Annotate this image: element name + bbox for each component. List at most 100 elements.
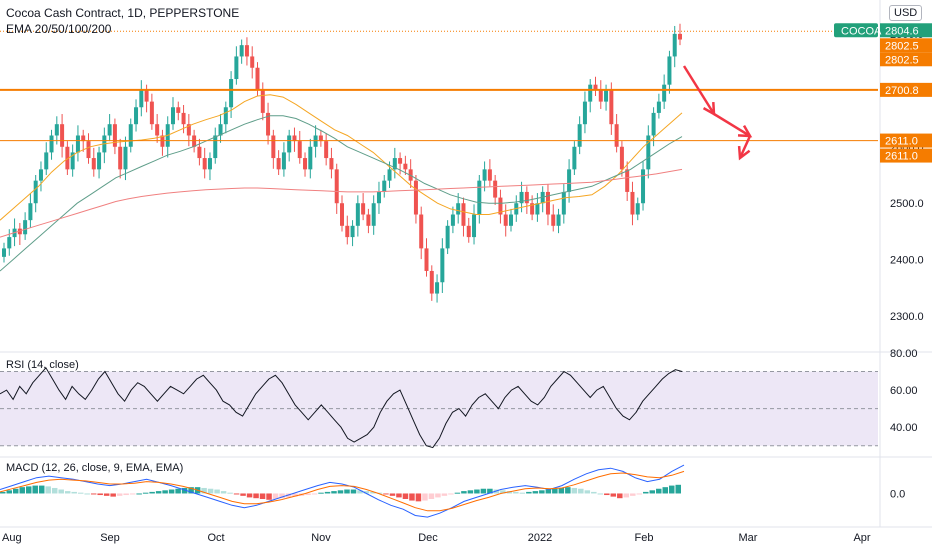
candle-body	[651, 112, 656, 136]
candle-body	[646, 135, 651, 170]
price-tag-label: 2611.0	[885, 151, 918, 163]
macd-histogram-bar	[389, 493, 396, 496]
candle-body	[609, 90, 614, 125]
candle-body	[28, 203, 33, 221]
macd-histogram-bar	[370, 491, 376, 494]
candle-body	[81, 135, 86, 142]
candle-body	[297, 141, 302, 159]
price-tag	[880, 38, 932, 53]
candle-body	[313, 135, 318, 147]
chart-title: Cocoa Cash Contract, 1D, PEPPERSTONE	[6, 6, 240, 20]
candle-body	[266, 112, 271, 136]
macd-histogram-bar	[272, 493, 279, 499]
macd-histogram-bar	[233, 493, 240, 495]
macd-histogram-bar	[188, 487, 194, 494]
macd-histogram-bar	[656, 488, 662, 494]
candle-body	[340, 203, 344, 226]
macd-tick-label: 0.0	[890, 488, 905, 500]
candle-body	[86, 141, 91, 159]
macd-histogram-bar	[474, 489, 480, 494]
macd-histogram-bar	[376, 492, 383, 494]
candle-body	[461, 203, 466, 226]
drawn-arrow-head	[737, 145, 751, 161]
candle-body	[371, 203, 376, 226]
candle-body	[107, 124, 112, 136]
macd-histogram-bar	[435, 493, 441, 498]
candle-body	[2, 248, 6, 257]
macd-histogram-bar	[487, 488, 493, 494]
currency-button[interactable]: USD	[889, 5, 923, 21]
candle-body	[33, 180, 38, 204]
drawn-arrow-line	[738, 135, 752, 159]
candle-body	[509, 214, 513, 226]
macd-histogram-bar	[25, 486, 32, 494]
macd-histogram-bar	[448, 493, 454, 495]
macd-histogram-bar	[116, 493, 123, 496]
candle-body	[424, 248, 429, 271]
macd-histogram-bar	[565, 487, 571, 494]
ema20-line	[0, 94, 683, 221]
ema-legend[interactable]: EMA 20/50/100/200	[6, 22, 112, 36]
candle-body	[139, 90, 144, 108]
candle-body	[128, 124, 133, 147]
candle-body	[70, 152, 75, 170]
candle-body	[413, 180, 418, 215]
candle-body	[171, 107, 175, 125]
macd-histogram-bar	[675, 484, 681, 494]
macd-histogram-bar	[149, 491, 155, 494]
candle-body	[38, 169, 43, 181]
macd-histogram-bar	[45, 486, 51, 494]
candle-body	[392, 158, 397, 170]
candle-body	[123, 146, 128, 170]
candle-body	[239, 45, 244, 57]
candle-body	[303, 158, 308, 170]
macd-title[interactable]: MACD (12, 26, close, 9, EMA, EMA)	[6, 462, 184, 474]
candle-body	[456, 203, 461, 215]
ema50-line	[0, 115, 683, 272]
macd-histogram-bar	[292, 493, 298, 497]
macd-histogram-bar	[461, 491, 467, 494]
macd-histogram-bar	[324, 491, 331, 494]
candle-body	[403, 163, 408, 170]
macd-histogram-bar	[253, 493, 259, 499]
rsi-title[interactable]: RSI (14, close)	[6, 359, 79, 371]
candle-body	[382, 180, 387, 192]
macd-histogram-bar	[201, 487, 207, 494]
macd-histogram-bar	[519, 492, 526, 494]
price-tick-label: 2300.0	[890, 311, 924, 323]
macd-histogram-bar	[84, 493, 90, 495]
macd-histogram-bar	[357, 490, 363, 494]
macd-histogram-bar	[181, 487, 188, 494]
candle-body	[524, 191, 529, 204]
candle-body	[318, 135, 323, 142]
candle-body	[376, 191, 381, 204]
candle-body	[472, 214, 477, 238]
candle-body	[361, 203, 366, 215]
macd-histogram-bar	[643, 491, 649, 494]
macd-histogram-bar	[636, 493, 643, 495]
macd-histogram-bar	[175, 488, 181, 494]
macd-histogram-bar	[168, 489, 175, 494]
macd-histogram-bar	[337, 490, 344, 494]
macd-histogram-bar	[422, 493, 428, 501]
macd-histogram-bar	[129, 493, 136, 495]
macd-histogram-bar	[610, 493, 617, 497]
macd-histogram-bar	[441, 493, 448, 496]
macd-histogram-bar	[617, 493, 623, 499]
candle-body	[334, 169, 339, 204]
candle-body	[604, 90, 609, 102]
candle-body	[614, 124, 619, 147]
macd-histogram-bar	[383, 493, 389, 495]
candle-body	[324, 141, 329, 159]
candle-body	[287, 135, 292, 153]
macd-histogram-bar	[259, 493, 266, 499]
candle-body	[635, 203, 640, 215]
drawn-arrow-line	[682, 65, 716, 115]
candle-body	[625, 169, 630, 192]
candle-body	[75, 135, 80, 153]
signal-line	[0, 470, 685, 512]
macd-histogram-bar	[578, 488, 584, 494]
candle-body	[250, 56, 255, 68]
macd-histogram-bar	[12, 488, 19, 494]
